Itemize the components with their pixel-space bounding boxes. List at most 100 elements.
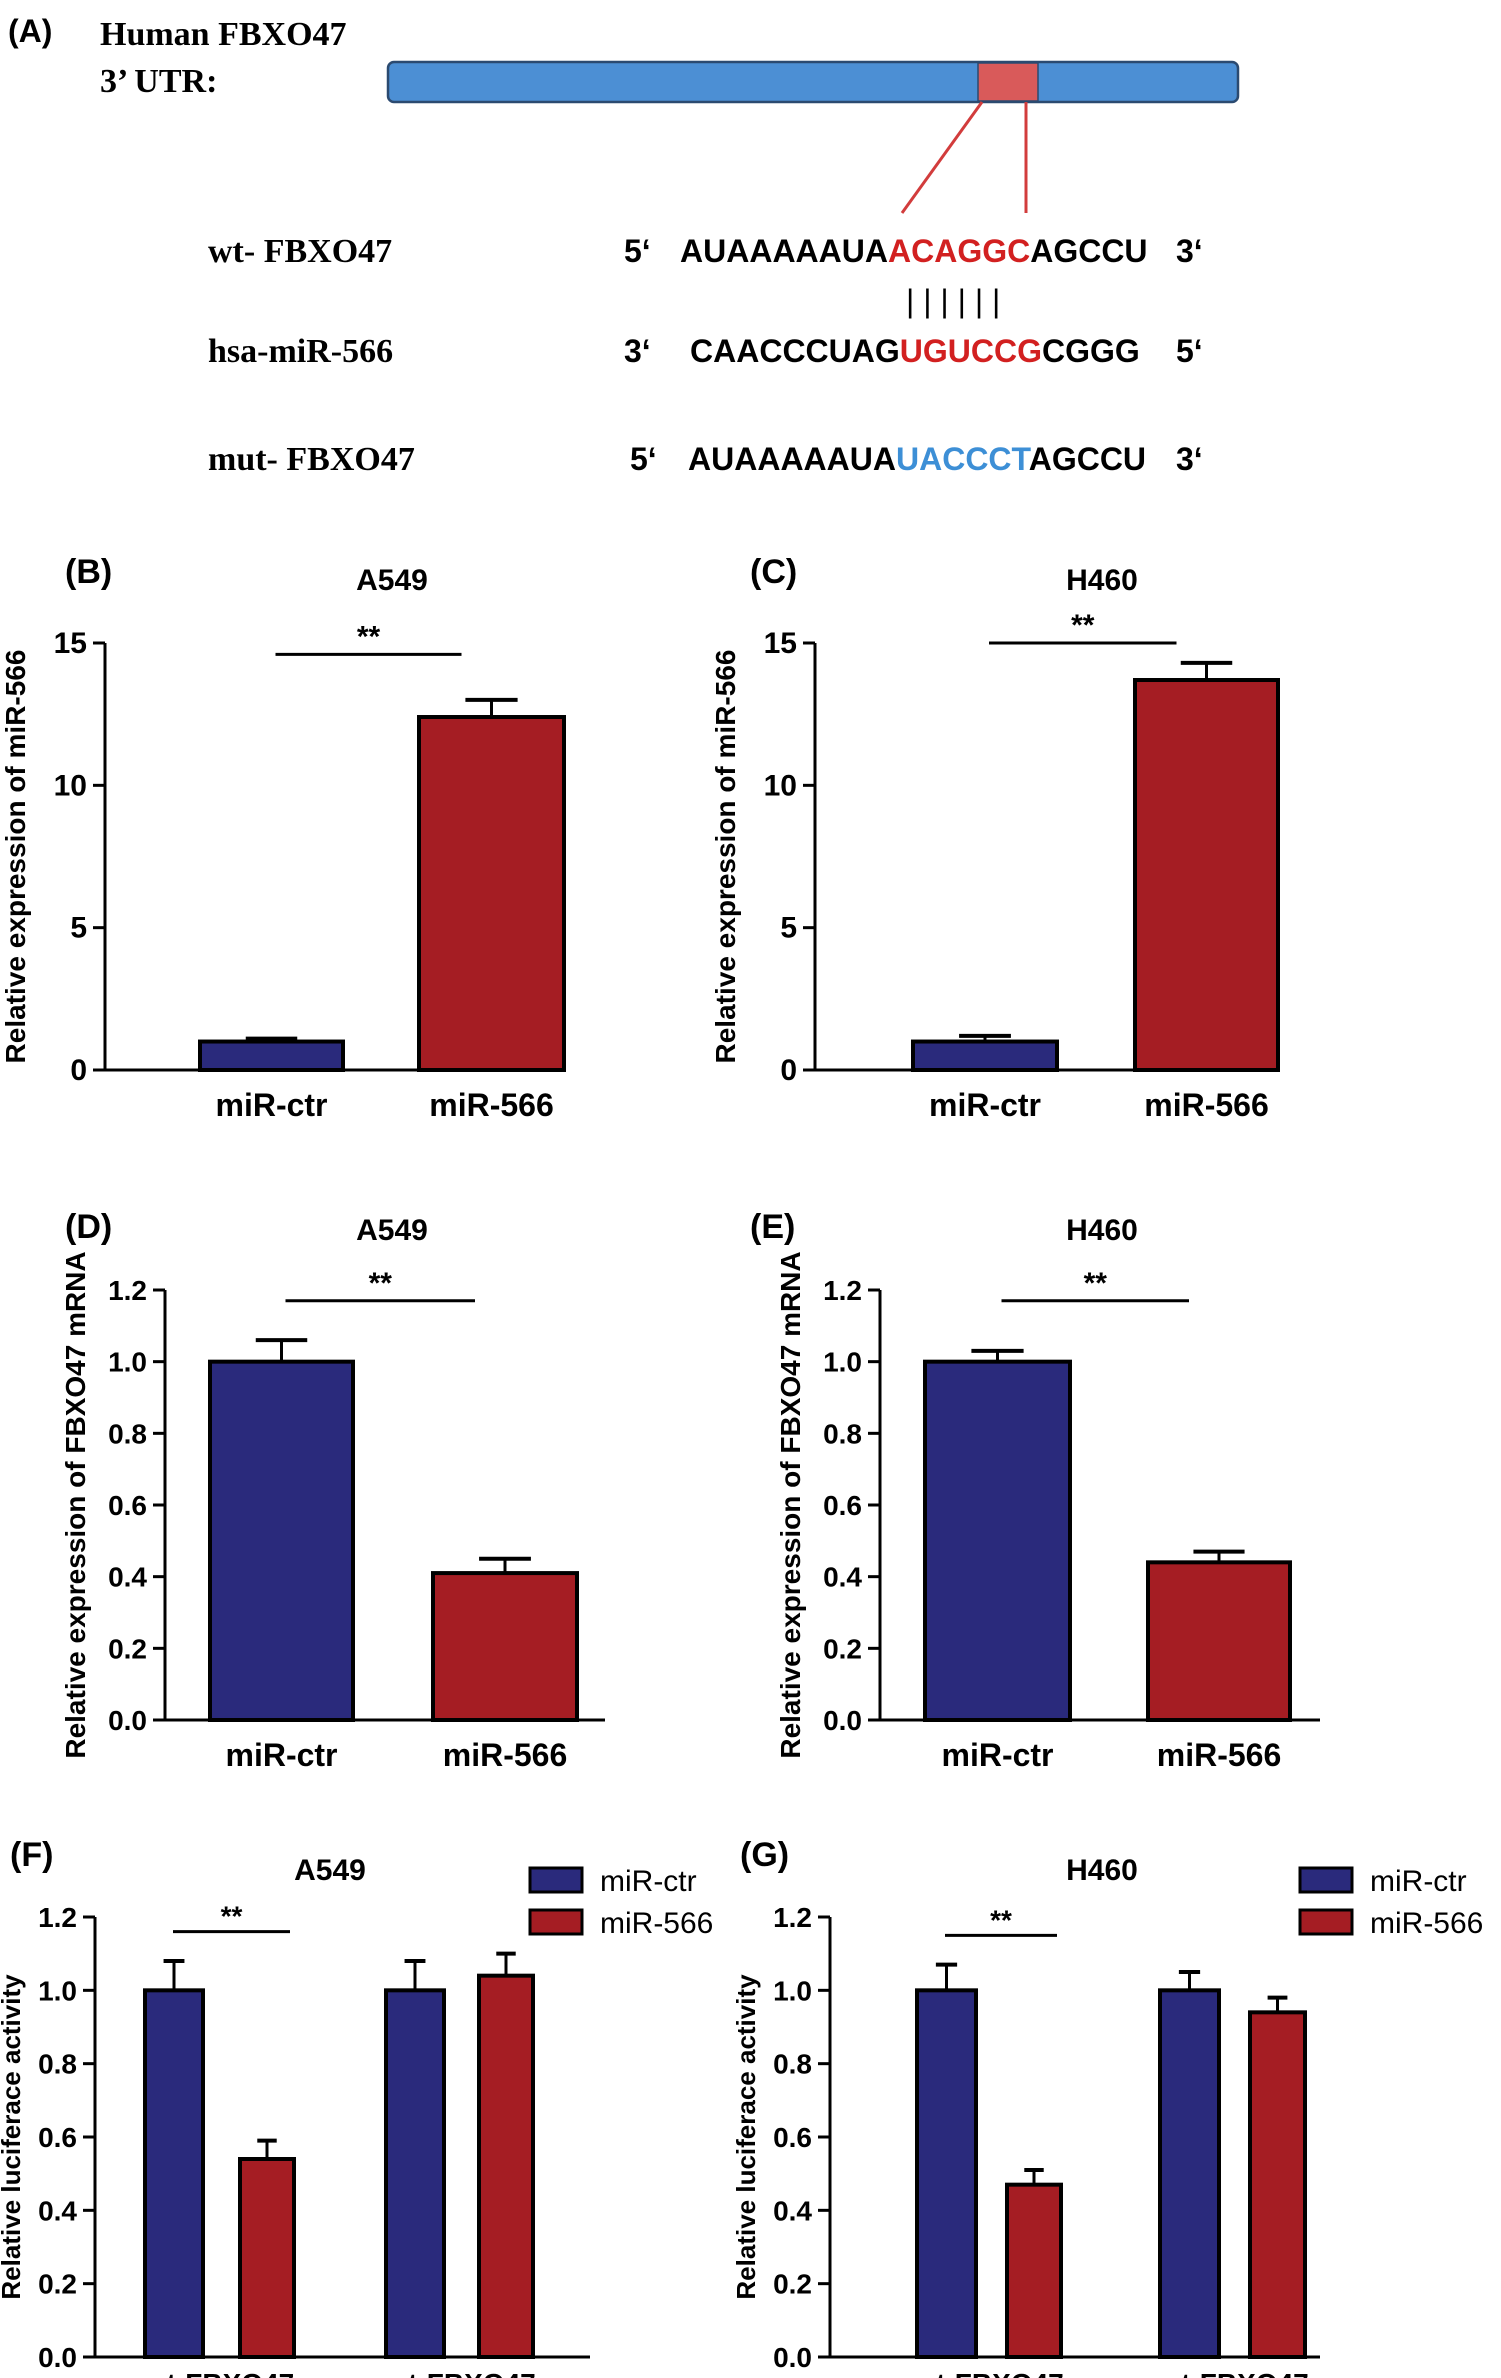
- site-line-left: [900, 101, 984, 214]
- panel-label: (F): [10, 1836, 53, 1874]
- x-tick-label: miR-ctr: [941, 1737, 1053, 1773]
- panel-label: (D): [65, 1208, 112, 1246]
- utr-bar: [386, 60, 1240, 104]
- y-tick-label: 0.4: [773, 2195, 812, 2226]
- legend-label: miR-ctr: [1370, 1865, 1467, 1898]
- legend: miR-ctr miR-566: [1298, 1865, 1483, 1940]
- bar-mt-fbxo47-mir-ctr: [384, 1988, 446, 2360]
- significance-stars: **: [990, 1904, 1012, 1935]
- bar-mir-ctr: [911, 1039, 1059, 1072]
- panel-a-label: (A): [8, 13, 52, 49]
- y-tick-label: 0.6: [823, 1490, 862, 1521]
- y-tick-label: 1.0: [38, 1975, 77, 2006]
- utr-binding-site: [977, 62, 1039, 102]
- legend-label: miR-ctr: [600, 1865, 697, 1898]
- y-tick-label: 10: [764, 769, 797, 802]
- x-tick-label: miR-566: [443, 1737, 568, 1773]
- bar-mir-ctr: [923, 1359, 1072, 1722]
- mir-seq-post: CGGG: [1042, 333, 1140, 369]
- x-tick-label: miR-ctr: [225, 1737, 337, 1773]
- y-tick-label: 0.6: [773, 2122, 812, 2153]
- y-axis-label: Relative luciferace activity: [0, 1974, 26, 2300]
- panel-label: (C): [750, 553, 797, 591]
- y-tick-label: 0.6: [38, 2122, 77, 2153]
- mir-seq-pre: CAACCCUAG: [690, 333, 900, 369]
- x-tick-label: miR-ctr: [929, 1087, 1041, 1123]
- y-tick-label: 1.2: [108, 1275, 147, 1306]
- y-tick-label: 1.2: [823, 1275, 862, 1306]
- bar-mir-566: [1146, 1560, 1292, 1723]
- legend-swatch-mir-566: [1298, 1908, 1354, 1936]
- y-tick-label: 0: [780, 1054, 797, 1087]
- chart-d: (D) A549 0.0 0.2 0.4 0.6 0.8 1.0 1.2 Relative exp…: [60, 1208, 605, 1773]
- chart-f: (F) A549 0.0 0.2 0.4 0.6 0.8 1.0 1.2 Relative luc…: [0, 1836, 713, 2378]
- y-tick-label: 0.4: [38, 2195, 77, 2226]
- mut-label: mut- FBXO47: [208, 441, 415, 478]
- wt-label: wt- FBXO47: [208, 233, 392, 270]
- chart-title: H460: [1066, 1854, 1138, 1887]
- pairing-bars: | | | | | |: [906, 283, 1000, 319]
- panel-a: (A) Human FBXO47 3’ UTR: wt- FBXO47 5‘ A…: [8, 13, 1240, 478]
- y-tick-label: 0.2: [823, 1633, 862, 1664]
- x-tick-label: wt-FBXO47: [144, 2368, 294, 2378]
- mir-seq-seed: UGUCCG: [900, 333, 1042, 369]
- bar-wt-fbxo47-mir-ctr: [915, 1988, 978, 2360]
- y-tick-label: 0.2: [38, 2269, 77, 2300]
- wt-five-prime: 5‘: [624, 233, 651, 269]
- x-tick-label: miR-566: [1144, 1087, 1269, 1123]
- bar-mir-566: [417, 715, 566, 1072]
- x-tick-label: mt-FBXO47: [383, 2368, 535, 2378]
- x-tick-label: miR-566: [429, 1087, 554, 1123]
- y-tick-label: 0.6: [108, 1490, 147, 1521]
- y-tick-label: 1.0: [773, 1975, 812, 2006]
- y-tick-label: 1.0: [823, 1347, 862, 1378]
- chart-title: H460: [1066, 564, 1138, 597]
- y-tick-label: 1.2: [38, 1902, 77, 1933]
- y-tick-label: 0.2: [773, 2269, 812, 2300]
- wt-seq-seed: ACAGGC: [888, 233, 1030, 269]
- charts: (B) A549 0 5 10 15 Relative expression of miR-…: [0, 553, 1483, 2378]
- significance-stars: **: [357, 620, 381, 653]
- y-tick-label: 0.8: [38, 2049, 77, 2080]
- mir-five-prime: 5‘: [1176, 333, 1203, 369]
- significance-stars: **: [1084, 1267, 1108, 1300]
- mut-seq-pre: AUAAAAAUA: [688, 441, 896, 477]
- mut-five-prime: 5‘: [630, 441, 657, 477]
- wt-three-prime: 3‘: [1176, 233, 1203, 269]
- y-axis-label: Relative expression of miR-566: [0, 650, 31, 1064]
- chart-title: A549: [356, 1214, 428, 1247]
- bar-mt-fbxo47-mir-566: [1248, 2010, 1307, 2360]
- y-tick-label: 0: [70, 1054, 87, 1087]
- wt-seq-pre: AUAAAAAUA: [680, 233, 888, 269]
- y-tick-label: 5: [70, 912, 87, 945]
- mir-three-prime: 3‘: [624, 333, 651, 369]
- legend-label: miR-566: [1370, 1907, 1483, 1940]
- mut-seq-post: AGCCU: [1029, 441, 1146, 477]
- y-tick-label: 15: [54, 627, 87, 660]
- significance-stars: **: [369, 1267, 393, 1300]
- bar-mt-fbxo47-mir-ctr: [1158, 1988, 1221, 2360]
- utr-title-line1: Human FBXO47: [100, 16, 347, 53]
- y-tick-label: 0.8: [773, 2049, 812, 2080]
- y-tick-label: 0.0: [108, 1705, 147, 1736]
- bar-wt-fbxo47-mir-566: [238, 2157, 296, 2359]
- legend-swatch-mir-ctr: [1298, 1866, 1354, 1894]
- legend-swatch-mir-ctr: [528, 1866, 584, 1894]
- panel-label: (E): [750, 1208, 795, 1246]
- bar-mir-566: [431, 1571, 579, 1723]
- y-tick-label: 0.4: [823, 1562, 862, 1593]
- chart-title: A549: [294, 1854, 366, 1887]
- panel-label: (G): [740, 1836, 789, 1874]
- mut-seq-mut: UACCCT: [896, 441, 1032, 477]
- mir-label: hsa-miR-566: [208, 333, 393, 370]
- mut-sequence: AUAAAAAUAUACCCTAGCCU: [688, 441, 1146, 477]
- y-tick-label: 5: [780, 912, 797, 945]
- chart-title: A549: [356, 564, 428, 597]
- legend-swatch-mir-566: [528, 1908, 584, 1936]
- y-tick-label: 0.8: [108, 1418, 147, 1449]
- significance-stars: **: [1071, 609, 1095, 642]
- y-tick-label: 0.0: [823, 1705, 862, 1736]
- y-axis-label: Relative expression of miR-566: [710, 650, 741, 1064]
- wt-sequence: AUAAAAAUAACAGGCAGCCU: [680, 233, 1148, 269]
